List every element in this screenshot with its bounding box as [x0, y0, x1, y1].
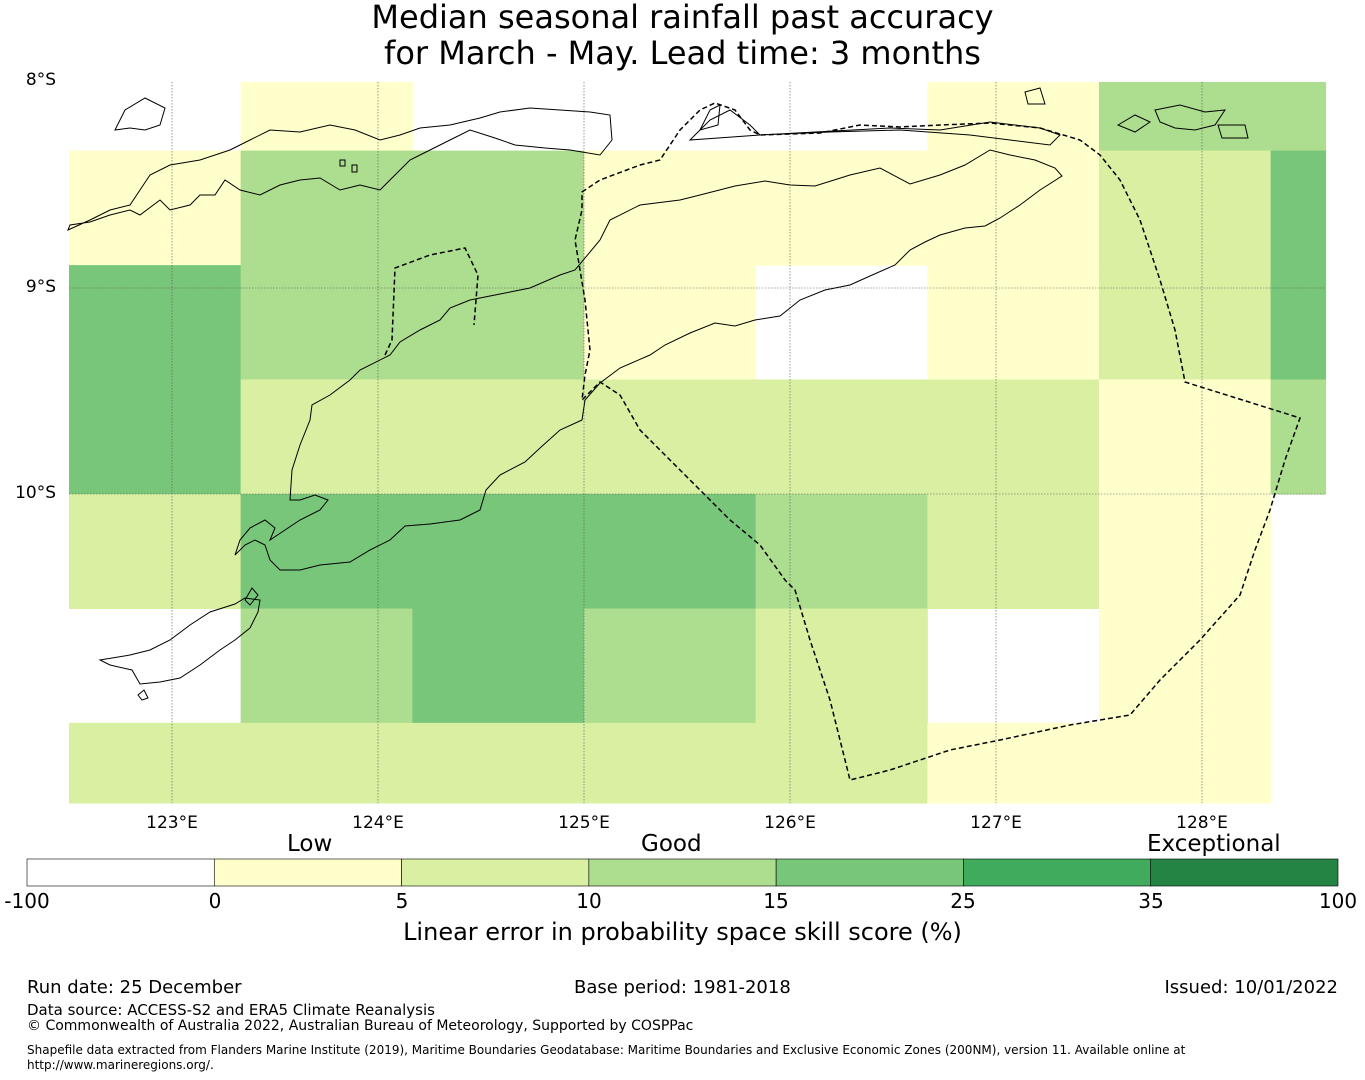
lon-label-128e: 128°E: [1176, 813, 1228, 833]
skill-grid-cells: [69, 82, 1327, 804]
category-good: Good: [641, 831, 702, 857]
lat-label-8s: 8°S: [25, 70, 56, 90]
skill-cell: [584, 608, 757, 724]
skill-cell: [412, 379, 585, 495]
category-exceptional: Exceptional: [1147, 831, 1281, 857]
skill-cell: [240, 379, 413, 495]
timor-leste-eez-boundary: [574, 102, 1301, 781]
skill-cell: [1099, 150, 1272, 266]
skill-cell: [69, 722, 242, 804]
graticule: [69, 82, 1326, 803]
skill-cell: [755, 379, 928, 495]
skill-cell: [240, 82, 413, 152]
cbar-tick-0: 0: [208, 889, 222, 913]
skill-cell: [755, 150, 928, 266]
skill-cell: [927, 722, 1100, 804]
cbar-tick-minus100: -100: [4, 889, 50, 913]
skill-cell: [69, 379, 242, 495]
skill-cell: [69, 150, 242, 266]
skill-cell: [1099, 82, 1272, 152]
maritime-boundaries: [384, 102, 1301, 781]
cbar-tick-5: 5: [395, 889, 409, 913]
lon-label-125e: 125°E: [558, 813, 610, 833]
skill-cell: [584, 722, 757, 804]
rote-coastline: [98, 597, 261, 685]
skill-cell: [755, 722, 928, 804]
lon-label-123e: 123°E: [146, 813, 198, 833]
lon-label-124e: 124°E: [352, 813, 404, 833]
skill-cell: [412, 722, 585, 804]
skill-cell: [412, 265, 585, 380]
alor-coastline: [114, 97, 166, 131]
north-islands-coastline: [67, 107, 613, 231]
map-title-line2: for March - May. Lead time: 3 months: [384, 34, 981, 72]
cbar-tick-10: 10: [576, 889, 602, 913]
skill-cell: [412, 150, 585, 266]
skill-cell: [1099, 379, 1272, 495]
skill-cell: [584, 379, 757, 495]
skill-cell: [240, 608, 413, 724]
lat-label-9s: 9°S: [25, 277, 56, 297]
skill-cell: [69, 494, 242, 610]
cbar-tick-100: 100: [1318, 889, 1358, 913]
skill-cell: [1099, 265, 1272, 380]
run-date: Run date: 25 December: [27, 977, 242, 998]
skill-cell: [412, 608, 585, 724]
copyright: © Commonwealth of Australia 2022, Austra…: [27, 1018, 694, 1034]
colorbar-axis-label: Linear error in probability space skill …: [403, 918, 962, 946]
semau-coastline: [244, 587, 259, 606]
skill-cell: [1099, 722, 1272, 804]
skill-cell: [240, 150, 413, 266]
shapefile-credit-line1: Shapefile data extracted from Flanders M…: [27, 1043, 1186, 1057]
skill-cell: [1270, 82, 1327, 152]
skill-cell: [584, 265, 757, 380]
skill-cell: [927, 265, 1100, 380]
skill-cell: [927, 82, 1100, 152]
skill-cell: [1270, 265, 1327, 380]
skill-cell: [927, 379, 1100, 495]
skill-cell: [1270, 379, 1327, 495]
small-island-coastline: [1024, 87, 1046, 105]
base-period: Base period: 1981-2018: [574, 977, 791, 998]
cbar-tick-15: 15: [763, 889, 789, 913]
category-low: Low: [287, 831, 333, 857]
islet-coastline: [339, 159, 358, 173]
skill-cell: [755, 608, 928, 724]
skill-cell: [1270, 150, 1327, 266]
skill-cell: [927, 150, 1100, 266]
skill-cell: [240, 265, 413, 380]
skill-cell: [584, 494, 757, 610]
map-title-line1: Median seasonal rainfall past accuracy: [371, 0, 994, 36]
cbar-tick-25: 25: [950, 889, 976, 913]
skill-cell: [1099, 608, 1272, 724]
lon-label-126e: 126°E: [764, 813, 816, 833]
cbar-tick-35: 35: [1138, 889, 1164, 913]
lon-label-127e: 127°E: [970, 813, 1022, 833]
oecusse-boundary: [384, 247, 479, 356]
skill-cell: [240, 722, 413, 804]
ndao-coastline: [137, 689, 149, 701]
data-source: Data source: ACCESS-S2 and ERA5 Climate …: [27, 1001, 435, 1019]
skill-cell: [927, 494, 1100, 610]
timor-coastline: [234, 149, 1063, 571]
skill-cell: [412, 494, 585, 610]
skill-cell: [240, 494, 413, 610]
lat-label-10s: 10°S: [15, 483, 56, 503]
skill-cell: [1099, 494, 1272, 610]
shapefile-credit-line2: http://www.marineregions.org/.: [27, 1058, 214, 1072]
skill-cell: [69, 265, 242, 380]
skill-cell: [755, 494, 928, 610]
leti-islands-coastline: [1116, 104, 1249, 139]
skill-cell: [584, 150, 757, 266]
issued-date: Issued: 10/01/2022: [1164, 977, 1338, 998]
